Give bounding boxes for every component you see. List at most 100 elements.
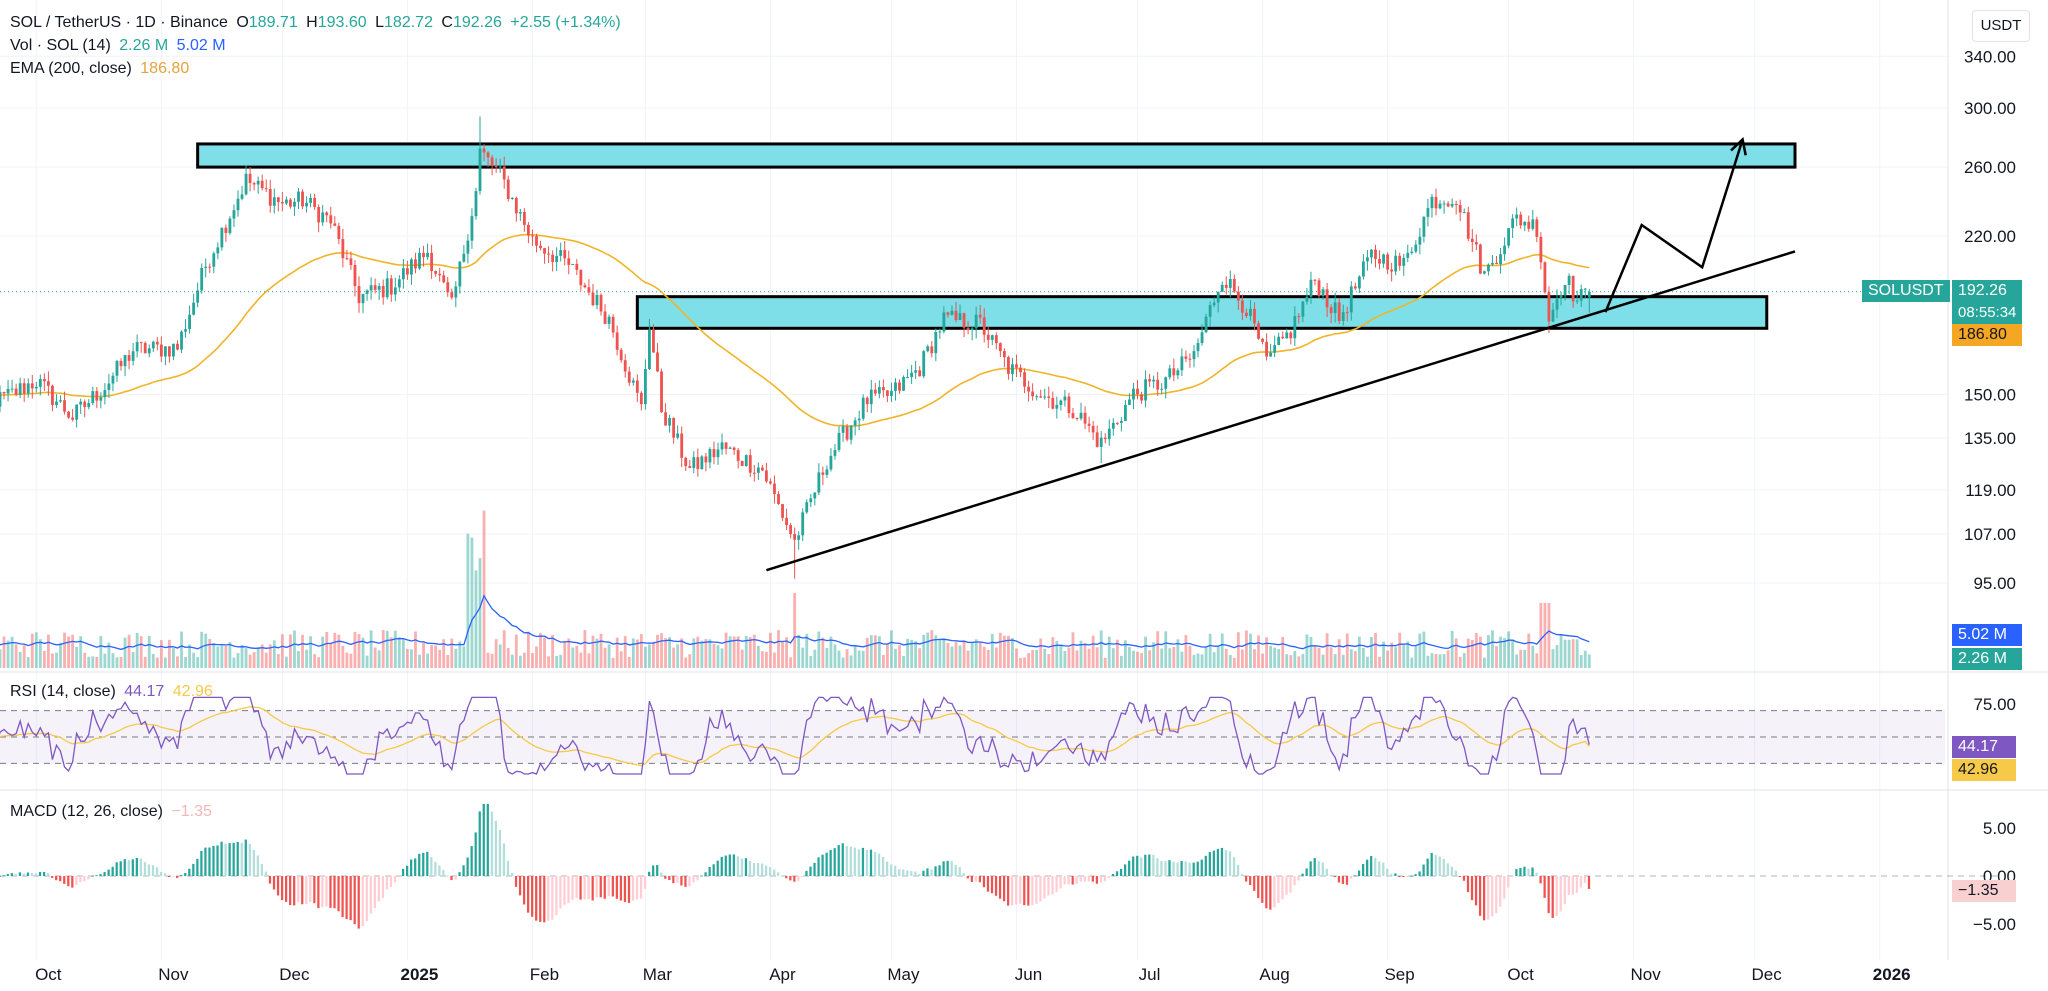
volume-bar [248, 654, 252, 668]
candle-body [1487, 264, 1490, 272]
volume-bar [393, 630, 397, 668]
volume-bar [405, 648, 409, 668]
volume-bar [369, 630, 373, 668]
volume-bar [506, 648, 510, 668]
candle-body [2, 392, 6, 394]
volume-bar [1321, 654, 1325, 668]
rsi-value: 44.17 [124, 683, 165, 700]
candle-body [470, 216, 474, 241]
candle-body [1019, 367, 1022, 373]
macd-histogram-bar [159, 871, 163, 876]
volume-bar [518, 655, 522, 668]
macd-histogram-bar [155, 867, 159, 876]
macd-histogram-bar [1249, 876, 1252, 885]
macd-histogram-bar [0, 875, 1, 877]
macd-histogram-bar [732, 854, 735, 876]
volume-bar [168, 639, 171, 668]
candle-body [55, 401, 58, 405]
candle-body [240, 194, 244, 199]
candle-body [397, 279, 401, 288]
ema-label[interactable]: EMA (200, close) [10, 60, 132, 77]
candle-body [1458, 204, 1462, 213]
volume-label[interactable]: Vol · SOL (14) [10, 37, 111, 54]
macd-histogram-bar [87, 876, 90, 880]
macd-histogram-bar [1176, 862, 1179, 876]
rsi-label[interactable]: RSI (14, close) [10, 683, 116, 700]
volume-bar [805, 633, 809, 668]
macd-histogram-bar [789, 876, 792, 881]
candle-body [599, 294, 603, 312]
macd-histogram-bar [313, 876, 316, 904]
candle-body [272, 197, 276, 206]
macd-histogram-bar [1002, 876, 1006, 902]
x-axis[interactable]: Oct Nov Dec 2025 Feb Mar Apr May Jun Jul Aug Sep Oct… [35, 965, 1911, 984]
candle-body [740, 460, 744, 466]
macd-histogram-bar [224, 843, 227, 876]
volume-bar [1511, 639, 1515, 668]
candle-body [446, 282, 450, 293]
macd-histogram-bar [547, 876, 550, 921]
macd-histogram-bar [837, 845, 840, 876]
candle-body [1245, 312, 1248, 316]
candle-body [188, 314, 191, 330]
macd-histogram-bar [103, 872, 106, 876]
volume-bar [276, 654, 280, 668]
candle-body [635, 380, 639, 393]
macd-histogram-bar [1414, 874, 1417, 876]
macd-histogram-bar [260, 863, 264, 876]
macd-histogram-bar [648, 871, 651, 876]
volume-bar [1337, 639, 1341, 668]
candle-body [1466, 212, 1470, 239]
volume-bar [998, 632, 1002, 668]
macd-histogram-bar [1196, 861, 1199, 876]
candle-body [1422, 216, 1426, 237]
macd-histogram-bar [75, 876, 78, 885]
macd-histogram-bar [631, 876, 635, 901]
volume-bar [305, 649, 308, 668]
candle-body [1075, 417, 1079, 419]
macd-label[interactable]: MACD (12, 26, close) [10, 803, 163, 820]
candle-body [341, 239, 345, 259]
macd-histogram-bar [720, 856, 723, 876]
symbol-title[interactable]: SOL / TetherUS · 1D · Binance [10, 14, 228, 31]
volume-bar [1438, 654, 1442, 668]
volume-bar [668, 637, 672, 668]
macd-histogram-bar [111, 866, 114, 876]
macd-histogram-bar [180, 875, 183, 877]
volume-bar [797, 635, 801, 668]
volume-bar [188, 644, 191, 668]
volume-bar [902, 656, 905, 668]
macd-histogram-bar [163, 873, 167, 876]
candle-body [1031, 391, 1035, 397]
volume-bar [732, 636, 736, 668]
macd-histogram-bar [849, 846, 852, 876]
macd-histogram-bar [474, 832, 477, 876]
macd-histogram-bar [756, 862, 760, 876]
candle-body [1305, 296, 1309, 302]
volume-ma-tag: 5.02 M [1952, 624, 2022, 646]
macd-histogram-bar [680, 876, 683, 886]
volume-bar [284, 656, 288, 668]
macd-histogram-bar [95, 875, 98, 877]
volume-bar [1515, 654, 1519, 668]
y-axis[interactable]: 340.00 300.00 260.00 220.00 150.00 135.00 119.… [1964, 47, 2016, 934]
volume-bar [244, 648, 248, 668]
candle-body [482, 148, 486, 153]
macd-histogram-bar [1123, 864, 1127, 876]
volume-bar [0, 649, 2, 668]
candle-body [280, 202, 284, 204]
macd-histogram-bar [813, 862, 816, 876]
candle-body [1188, 358, 1192, 360]
macd-histogram-bar [248, 843, 251, 876]
volume-bar [760, 651, 764, 668]
volume-bar [1325, 633, 1329, 668]
volume-bar [599, 633, 603, 668]
candle-body [994, 335, 998, 344]
candle-body [1555, 298, 1559, 310]
open-value: 189.71 [248, 14, 298, 31]
macd-histogram-bar [1285, 876, 1288, 895]
currency-button[interactable]: USDT [1972, 10, 2030, 42]
macd-histogram-bar [615, 876, 619, 899]
candle-body [1567, 275, 1571, 285]
